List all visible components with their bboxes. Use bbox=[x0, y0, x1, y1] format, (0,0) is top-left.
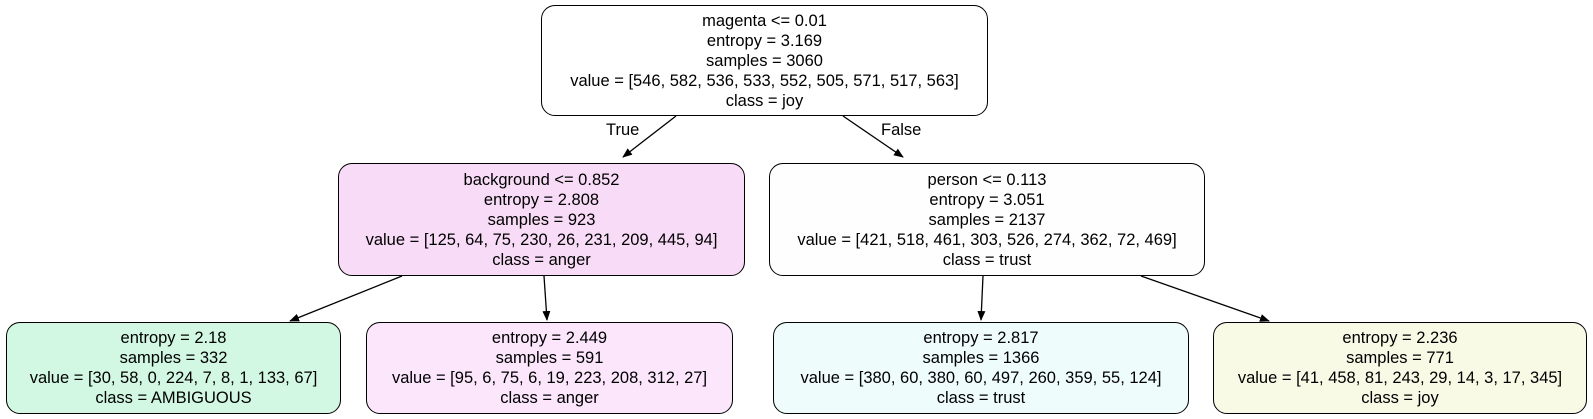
node-value: value = [125, 64, 75, 230, 26, 231, 209,… bbox=[365, 230, 718, 249]
tree-node-right: person <= 0.113 entropy = 3.051 samples … bbox=[769, 163, 1205, 276]
node-samples: samples = 3060 bbox=[706, 51, 823, 70]
node-value: value = [421, 518, 461, 303, 526, 274, 3… bbox=[797, 230, 1177, 249]
node-value: value = [41, 458, 81, 243, 29, 14, 3, 17… bbox=[1237, 369, 1563, 387]
node-class: class = trust bbox=[936, 389, 1026, 407]
node-class: class = AMBIGUOUS bbox=[95, 389, 252, 407]
node-value: value = [380, 60, 380, 60, 497, 260, 359… bbox=[800, 369, 1162, 387]
node-value: value = [30, 58, 0, 224, 7, 8, 1, 133, 6… bbox=[29, 369, 318, 387]
node-class: class = trust bbox=[942, 250, 1032, 269]
node-samples: samples = 771 bbox=[1346, 349, 1454, 367]
node-split-rule: person <= 0.113 bbox=[927, 170, 1047, 189]
node-value: value = [546, 582, 536, 533, 552, 505, 5… bbox=[570, 71, 959, 90]
edge-root-to-right bbox=[842, 115, 904, 158]
edge-root-to-left bbox=[622, 115, 677, 158]
tree-leaf-right-right: entropy = 2.236 samples = 771 value = [4… bbox=[1213, 322, 1587, 414]
node-entropy: entropy = 2.449 bbox=[491, 329, 608, 347]
node-entropy: entropy = 3.169 bbox=[706, 31, 823, 50]
edge-left-to-left-right bbox=[542, 275, 551, 321]
node-samples: samples = 1366 bbox=[922, 349, 1040, 367]
node-samples: samples = 923 bbox=[487, 210, 596, 229]
node-samples: samples = 2137 bbox=[928, 210, 1046, 229]
node-class: class = anger bbox=[500, 389, 599, 407]
node-class: class = anger bbox=[492, 250, 591, 269]
tree-leaf-right-left: entropy = 2.817 samples = 1366 value = [… bbox=[773, 322, 1189, 414]
edge-right-to-right-left bbox=[977, 275, 986, 321]
node-class: class = joy bbox=[1361, 389, 1439, 407]
node-entropy: entropy = 2.808 bbox=[483, 190, 600, 209]
node-entropy: entropy = 2.236 bbox=[1342, 329, 1458, 347]
edge-label-true: True bbox=[606, 121, 640, 139]
edge-label-false: False bbox=[881, 121, 922, 139]
node-samples: samples = 332 bbox=[119, 349, 228, 367]
tree-leaf-left-right: entropy = 2.449 samples = 591 value = [9… bbox=[366, 322, 733, 414]
edge-left-to-left-left bbox=[289, 275, 403, 322]
node-entropy: entropy = 2.817 bbox=[923, 329, 1039, 347]
node-class: class = joy bbox=[725, 91, 804, 110]
node-split-rule: background <= 0.852 bbox=[463, 170, 620, 189]
node-split-rule: magenta <= 0.01 bbox=[702, 11, 827, 30]
edge-right-to-right-right bbox=[1140, 275, 1270, 322]
tree-node-left: background <= 0.852 entropy = 2.808 samp… bbox=[338, 163, 745, 276]
tree-leaf-left-left: entropy = 2.18 samples = 332 value = [30… bbox=[6, 322, 341, 414]
node-entropy: entropy = 2.18 bbox=[120, 329, 227, 347]
node-value: value = [95, 6, 75, 6, 19, 223, 208, 312… bbox=[391, 369, 708, 387]
tree-node-root: magenta <= 0.01 entropy = 3.169 samples … bbox=[541, 5, 988, 116]
node-entropy: entropy = 3.051 bbox=[929, 190, 1045, 209]
node-samples: samples = 591 bbox=[495, 349, 604, 367]
